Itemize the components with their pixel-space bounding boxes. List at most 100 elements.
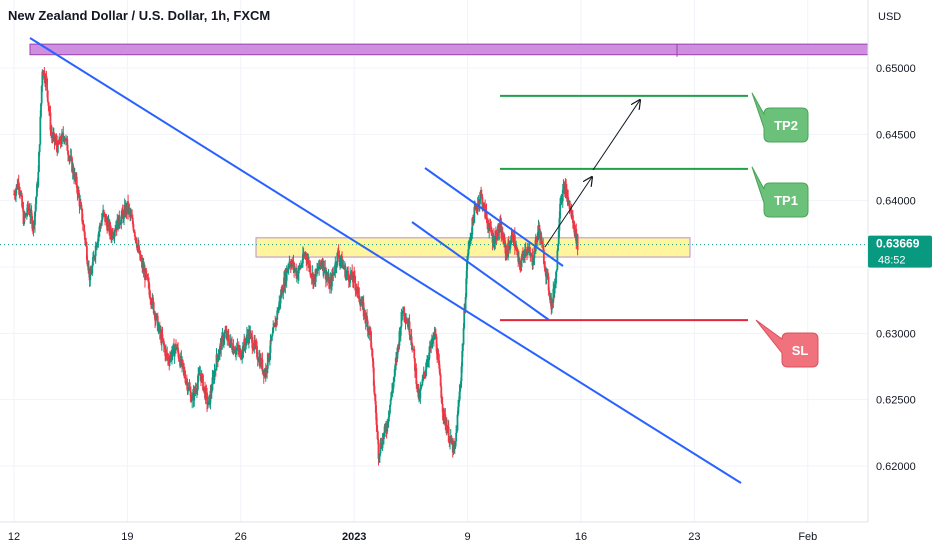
candle-body-down bbox=[486, 218, 489, 222]
candle-body-up bbox=[339, 260, 342, 262]
candle-body-up bbox=[562, 186, 565, 190]
candle-body-up bbox=[32, 222, 35, 229]
projection-arrow-2 bbox=[592, 100, 640, 171]
candle-body-up bbox=[431, 339, 434, 345]
candle-body-down bbox=[79, 202, 82, 205]
candle-body-up bbox=[279, 294, 282, 304]
candle-body-up bbox=[401, 310, 404, 313]
candle-body-down bbox=[239, 349, 242, 359]
candle-body-down bbox=[353, 275, 356, 284]
candle-body-up bbox=[193, 388, 196, 401]
candle-body-up bbox=[136, 245, 139, 248]
candle-body-up bbox=[238, 349, 241, 352]
candle-body-down bbox=[227, 332, 229, 336]
price-axis: USD 0.65000 0.64500 0.64000 0.63000 0.62500 0… bbox=[867, 0, 916, 522]
candle-body-down bbox=[178, 358, 181, 361]
candle-body-up bbox=[482, 203, 485, 208]
candle-body-up bbox=[223, 338, 225, 343]
candle-body-up bbox=[65, 138, 67, 142]
candle-body-down bbox=[360, 303, 363, 305]
candle-body-up bbox=[268, 357, 271, 361]
candle-body-up bbox=[97, 234, 100, 242]
candles bbox=[13, 66, 579, 466]
candle-body-up bbox=[213, 370, 216, 381]
candle-body-up bbox=[114, 230, 117, 232]
candle-body-down bbox=[495, 232, 498, 240]
candle-body-down bbox=[415, 368, 418, 385]
candle-body-up bbox=[96, 241, 99, 244]
candle-body-down bbox=[337, 250, 340, 257]
candle-body-down bbox=[254, 340, 256, 345]
candle-body-up bbox=[290, 263, 293, 268]
candle-body-down bbox=[546, 270, 549, 273]
candle-body-down bbox=[310, 274, 312, 276]
candle-body-up bbox=[462, 328, 465, 345]
candle-body-down bbox=[366, 315, 368, 321]
candle-body-up bbox=[345, 272, 348, 274]
candle-body-up bbox=[554, 283, 557, 285]
candle-body-up bbox=[155, 314, 158, 319]
candle-body-down bbox=[13, 194, 16, 196]
candle-body-down bbox=[377, 440, 380, 459]
candle-body-up bbox=[392, 381, 395, 390]
candle-body-down bbox=[403, 316, 406, 319]
candle-body-up bbox=[478, 199, 481, 205]
main-downtrend-line bbox=[29, 37, 742, 484]
candle-body-down bbox=[483, 203, 486, 205]
candle-body-up bbox=[507, 242, 509, 257]
candle-body-up bbox=[420, 386, 422, 390]
candle-body-down bbox=[150, 299, 152, 304]
candle-body-up bbox=[454, 441, 457, 448]
candle-body-down bbox=[175, 344, 177, 350]
candle-body-up bbox=[235, 349, 237, 353]
candle-body-up bbox=[459, 381, 462, 387]
candle-body-up bbox=[400, 311, 403, 327]
candle-body-up bbox=[378, 456, 381, 459]
candle-body-up bbox=[24, 213, 27, 217]
candle-body-up bbox=[482, 207, 485, 209]
candle-body-up bbox=[40, 85, 43, 104]
candle-body-up bbox=[210, 390, 213, 393]
x-tick-label: 16 bbox=[575, 531, 587, 543]
candle-body-up bbox=[379, 443, 382, 454]
candle-body-down bbox=[443, 409, 446, 415]
candle-body-up bbox=[449, 438, 451, 444]
candle-body-down bbox=[516, 251, 519, 254]
candle-body-up bbox=[223, 331, 226, 339]
candle-body-down bbox=[78, 195, 81, 207]
candle-body-down bbox=[362, 302, 365, 317]
candle-body-up bbox=[333, 271, 336, 274]
candle-body-down bbox=[50, 132, 53, 136]
candle-body-down bbox=[375, 412, 378, 425]
candle-body-down bbox=[439, 368, 441, 375]
candle-body-down bbox=[529, 252, 532, 257]
candle-body-up bbox=[282, 291, 285, 294]
candle-body-down bbox=[137, 244, 140, 253]
candle-body-up bbox=[456, 414, 459, 431]
candle-body-down bbox=[81, 208, 84, 222]
candle-body-down bbox=[445, 424, 448, 433]
candle-body-down bbox=[513, 234, 516, 248]
candle-body-up bbox=[360, 303, 362, 306]
resistance-zone bbox=[29, 43, 869, 56]
candle-body-up bbox=[388, 413, 391, 418]
candle-body-down bbox=[324, 267, 327, 280]
candle-body-up bbox=[245, 340, 248, 346]
candle-body-up bbox=[395, 358, 397, 365]
candle-body-down bbox=[251, 336, 254, 349]
candle-body-up bbox=[91, 265, 94, 274]
candle-body-up bbox=[389, 404, 391, 414]
candle-body-down bbox=[131, 217, 134, 219]
candle-body-down bbox=[182, 363, 185, 369]
candle-body-down bbox=[156, 314, 158, 317]
candle-body-down bbox=[111, 231, 114, 238]
candle-body-up bbox=[314, 269, 317, 283]
candle-body-up bbox=[460, 366, 463, 382]
candle-body-down bbox=[243, 339, 246, 344]
candle-body-up bbox=[92, 256, 94, 266]
candle-body-up bbox=[466, 256, 469, 263]
candle-body-up bbox=[329, 284, 331, 289]
candle-body-down bbox=[70, 155, 73, 158]
candle-body-up bbox=[426, 361, 429, 363]
candle-body-down bbox=[344, 265, 347, 279]
